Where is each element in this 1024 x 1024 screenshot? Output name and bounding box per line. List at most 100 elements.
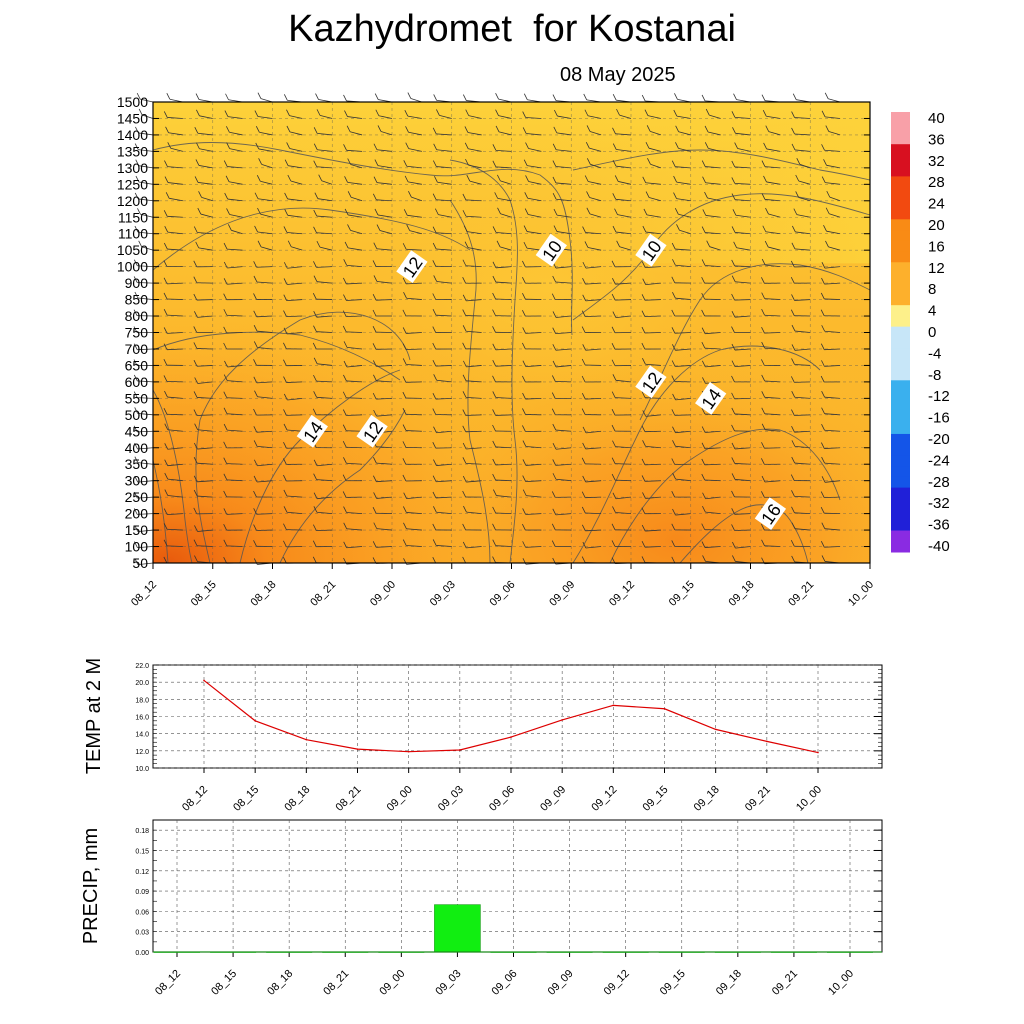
y-tick-label: 300 <box>125 473 149 489</box>
wind-barb-flag <box>432 260 437 267</box>
wind-barb-shaft <box>201 196 213 202</box>
wind-barb-shaft <box>828 246 841 251</box>
colorbar-segment <box>891 541 910 553</box>
wind-barb <box>133 259 154 268</box>
contour-label-bg <box>356 414 388 448</box>
wind-barb-shaft <box>588 181 602 185</box>
temp-x-tick-label: 09_00 <box>385 784 415 814</box>
wind-barb-flag <box>823 225 827 232</box>
wind-barb-flag <box>642 278 647 285</box>
temp-x-tick-label: 09_18 <box>692 784 722 814</box>
wind-barb-flag <box>194 176 199 183</box>
wind-barb-flag <box>522 375 526 383</box>
wind-barb-flag <box>165 126 169 133</box>
wind-barb-flag <box>820 491 825 498</box>
wind-barb-shaft <box>378 115 393 119</box>
wind-barb-flag <box>791 225 796 233</box>
wind-barb <box>614 175 632 185</box>
wind-barb-flag <box>701 541 706 548</box>
wind-barb-flag <box>136 92 141 100</box>
wind-barb-shaft <box>167 513 183 515</box>
wind-barb-flag <box>582 541 587 549</box>
wind-barb <box>763 142 781 152</box>
wind-barb-flag <box>433 94 438 101</box>
wind-barb-flag <box>343 341 348 348</box>
wind-barb-flag <box>133 359 138 366</box>
wind-barb-flag <box>163 260 168 267</box>
wind-barb-shaft <box>257 231 273 235</box>
wind-barb <box>497 174 512 185</box>
wind-barb-flag <box>225 93 229 100</box>
wind-barb <box>194 176 213 185</box>
wind-barb-flag <box>611 326 616 333</box>
colorbar-segment <box>891 444 910 456</box>
colorbar-segment <box>891 230 910 242</box>
wind-barb-flag <box>372 507 377 514</box>
wind-barb-flag <box>253 524 257 531</box>
wind-barb-flag <box>164 225 169 233</box>
wind-barb <box>701 94 721 103</box>
wind-barb-flag <box>674 93 678 100</box>
wind-barb-flag <box>432 556 437 564</box>
wind-barb-flag <box>134 407 139 414</box>
wind-barb-shaft <box>226 413 243 416</box>
wind-barb-shaft <box>678 213 691 218</box>
wind-barb-flag <box>761 491 765 498</box>
wind-barb-flag <box>584 109 589 116</box>
wind-barb-flag <box>312 293 317 300</box>
wind-barb <box>163 359 183 366</box>
wind-barb-flag <box>432 342 437 350</box>
wind-barb <box>134 541 154 548</box>
x-tick-label: 08_21 <box>308 579 338 609</box>
wind-barb-flag <box>584 241 589 248</box>
wind-barb-flag <box>286 109 290 116</box>
x-tick-label: 09_12 <box>607 579 637 609</box>
wind-barb-shaft <box>737 148 751 152</box>
wind-barb <box>675 125 691 136</box>
wind-barb <box>375 109 393 119</box>
wind-barb-flag <box>283 393 288 401</box>
wind-barb <box>616 108 632 119</box>
wind-barb-flag <box>372 343 377 350</box>
wind-barb-flag <box>492 409 496 416</box>
wind-barb-flag <box>796 158 801 165</box>
wind-barb-flag <box>462 541 467 549</box>
y-tick-label: 550 <box>125 390 149 406</box>
wind-barb-flag <box>671 540 676 547</box>
wind-barb-flag <box>821 456 825 464</box>
precip-x-tick-label: 08_21 <box>321 968 351 998</box>
wind-barb <box>702 209 721 218</box>
page-subtitle: 08 May 2025 <box>560 64 676 86</box>
wind-barb <box>164 489 183 498</box>
wind-barb-flag <box>701 277 705 284</box>
wind-barb-flag <box>255 126 260 133</box>
wind-barb-shaft <box>137 397 154 399</box>
wind-barb-flag <box>581 408 586 415</box>
wind-barb-flag <box>462 325 467 332</box>
wind-barb-flag <box>402 441 407 448</box>
wind-barb <box>138 240 154 251</box>
wind-barb <box>644 109 661 119</box>
wind-barb-shaft <box>169 197 183 202</box>
wind-barb-flag <box>344 208 349 216</box>
wind-barb-flag <box>342 424 347 431</box>
wind-barb-shaft <box>289 115 303 119</box>
wind-barb-flag <box>820 343 825 350</box>
wind-barb-flag <box>342 441 347 448</box>
wind-barb-shaft <box>196 414 213 416</box>
wind-barb-flag <box>433 426 437 433</box>
wind-barb-flag <box>611 293 616 301</box>
wind-barb-shaft <box>137 348 154 351</box>
wind-barb <box>133 508 154 515</box>
wind-barb-flag <box>433 143 438 150</box>
y-tick-label: 150 <box>125 522 149 538</box>
wind-barb-flag <box>761 407 766 414</box>
wind-barb-flag <box>313 325 317 332</box>
wind-barb-flag <box>404 109 409 117</box>
wind-barb <box>763 175 781 185</box>
contour-line <box>679 504 809 564</box>
temp-x-tick-label: 08_12 <box>180 784 210 814</box>
wind-barb-flag <box>763 142 767 150</box>
wind-barb-shaft <box>380 131 393 136</box>
wind-barb <box>134 225 154 235</box>
